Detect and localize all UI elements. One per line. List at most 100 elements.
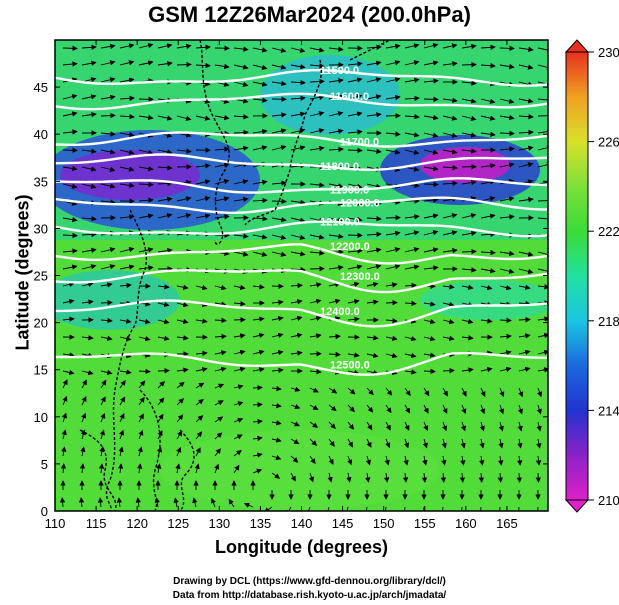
wind-arrow	[233, 81, 249, 87]
wind-arrow	[537, 387, 543, 398]
wind-arrow	[214, 146, 230, 152]
wind-arrow	[385, 404, 392, 414]
wind-arrow	[537, 64, 548, 70]
wind-arrow	[480, 387, 486, 398]
wind-arrow	[233, 333, 246, 339]
wind-arrow	[385, 438, 391, 449]
wind-arrow	[480, 196, 496, 202]
wind-arrow	[328, 438, 335, 447]
wind-arrow	[176, 318, 189, 325]
wind-arrow	[119, 429, 125, 440]
wind-arrow	[499, 506, 501, 511]
wind-arrow	[385, 43, 401, 50]
wind-arrow	[214, 284, 227, 291]
chart-title: GSM 12Z26Mar2024 (200.0hPa)	[148, 2, 471, 27]
wind-arrow	[62, 316, 75, 322]
wind-arrow	[138, 318, 151, 325]
wind-arrow	[138, 247, 154, 253]
wind-arrow	[252, 81, 268, 87]
wind-arrow	[366, 60, 382, 66]
wind-arrow	[423, 352, 436, 358]
wind-arrow	[499, 387, 505, 398]
wind-arrow	[404, 264, 420, 270]
wind-arrow	[81, 299, 94, 305]
wind-arrow	[499, 98, 515, 104]
wind-arrow	[309, 128, 325, 134]
wind-arrow	[347, 183, 363, 189]
wind-arrow	[442, 335, 455, 341]
contour-label: 12000.0	[340, 198, 380, 210]
wind-arrow	[233, 46, 249, 52]
wind-arrow	[404, 60, 420, 66]
wind-arrow	[233, 434, 243, 440]
wind-arrow	[195, 44, 211, 50]
wind-arrow	[423, 96, 439, 103]
wind-arrow	[537, 162, 548, 168]
wind-arrow	[100, 43, 116, 50]
wind-arrow	[499, 114, 515, 121]
y-tick-label: 15	[34, 363, 48, 378]
wind-arrow	[347, 216, 363, 223]
wind-arrow	[195, 163, 211, 169]
wind-arrow	[61, 446, 67, 457]
wind-arrow	[195, 179, 211, 185]
wind-arrow	[119, 149, 135, 155]
wind-arrow	[441, 438, 447, 449]
wind-arrow	[81, 247, 97, 253]
wind-arrow	[366, 77, 382, 83]
contour-line	[55, 131, 548, 148]
wind-arrow	[271, 299, 284, 305]
wind-arrow	[518, 366, 531, 373]
contour-line	[55, 269, 548, 294]
y-tick-label: 45	[34, 80, 48, 95]
wind-arrow	[461, 284, 474, 290]
wind-arrow	[228, 498, 235, 508]
wind-arrow	[461, 179, 477, 186]
wind-arrow	[290, 350, 303, 356]
wind-arrow	[402, 472, 409, 483]
wind-arrow	[252, 216, 268, 222]
wind-arrow	[309, 78, 325, 85]
wind-arrow	[138, 149, 154, 155]
wind-arrow	[518, 387, 524, 398]
wind-arrow	[442, 149, 458, 155]
wind-arrow	[328, 46, 344, 52]
wind-arrow	[404, 149, 420, 155]
wind-arrow	[404, 404, 411, 414]
wind-arrow	[252, 284, 265, 290]
wind-arrow	[62, 352, 75, 358]
wind-arrow	[263, 506, 273, 511]
wind-arrow	[537, 47, 548, 53]
wind-arrow	[195, 382, 205, 389]
wind-arrow	[461, 506, 463, 511]
wind-arrow	[271, 251, 287, 257]
wind-arrow	[499, 333, 512, 340]
wind-arrow	[385, 506, 387, 511]
wind-arrow	[138, 114, 154, 121]
wind-arrow	[233, 449, 242, 457]
wind-arrow	[309, 182, 325, 188]
wind-arrow	[309, 315, 322, 322]
wind-arrow	[271, 332, 284, 339]
wind-arrow	[62, 248, 78, 254]
wind-arrow	[271, 47, 287, 53]
wind-arrow	[138, 413, 144, 423]
wind-arrow	[404, 335, 417, 342]
wind-arrow	[518, 316, 531, 323]
wind-arrow	[62, 111, 78, 117]
wind-arrow	[536, 404, 542, 415]
wind-arrow	[480, 404, 486, 415]
wind-arrow	[116, 497, 123, 508]
wind-arrow	[422, 438, 428, 449]
wind-arrow	[290, 111, 306, 117]
wind-arrow	[252, 435, 263, 442]
wind-arrow	[309, 94, 325, 101]
wind-arrow	[100, 412, 106, 423]
wind-arrow	[384, 455, 390, 466]
wind-arrow	[290, 315, 303, 322]
wind-arrow	[195, 431, 203, 440]
wind-arrow	[404, 282, 417, 289]
wind-arrow	[214, 383, 225, 389]
wind-arrow	[442, 115, 458, 121]
wind-arrow	[271, 112, 287, 118]
